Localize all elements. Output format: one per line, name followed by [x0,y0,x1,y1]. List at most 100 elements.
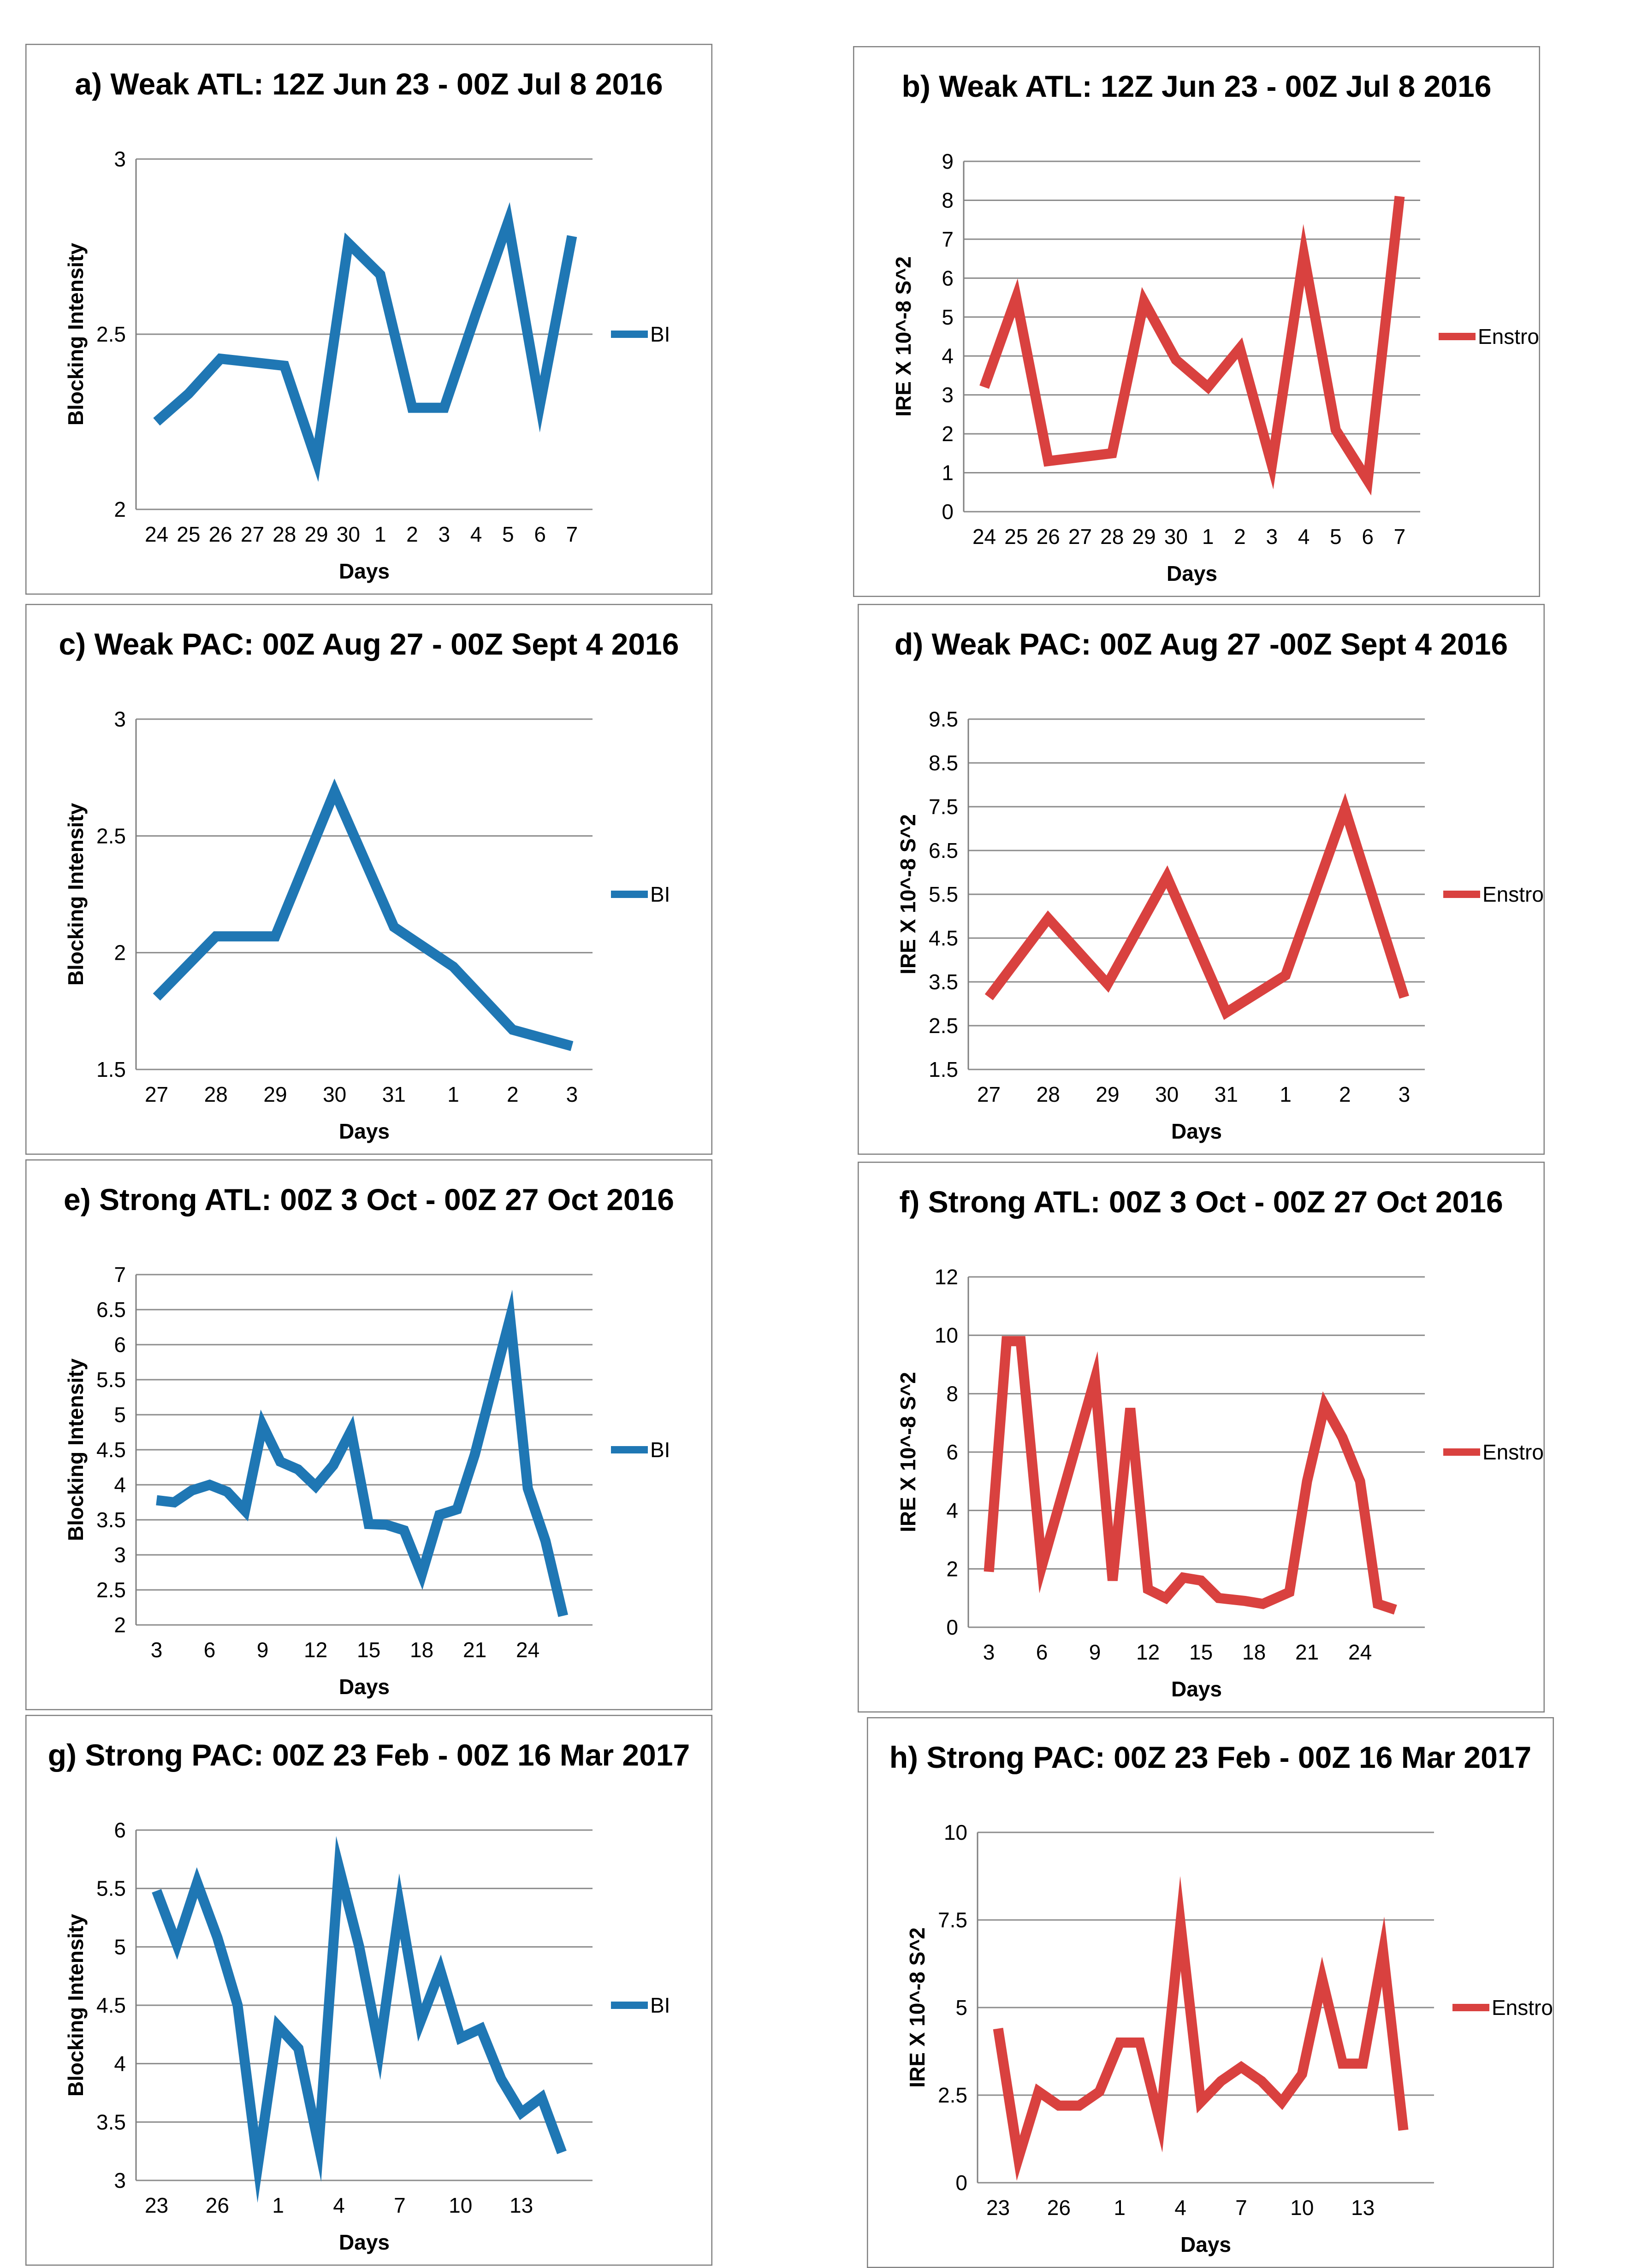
x-tick-label: 27 [1068,525,1092,549]
y-tick-label: 5.5 [96,1877,126,1901]
x-tick-label: 7 [1235,2196,1247,2220]
y-tick-label: 0 [942,500,954,524]
x-tick-label: 24 [972,525,996,549]
x-tick-label: 29 [1132,525,1156,549]
y-tick-label: 2.5 [96,322,126,346]
x-tick-label: 24 [145,522,168,546]
y-tick-label: 8 [942,188,954,212]
chart-title: b) Weak ATL: 12Z Jun 23 - 00Z Jul 8 2016 [902,69,1492,103]
x-tick-label: 24 [516,1638,539,1662]
panel-border [858,1162,1545,1713]
series-line-enstrophy [984,1336,1397,1615]
y-tick-label: 7 [942,227,954,251]
chart-panel-e: e) Strong ATL: 00Z 3 Oct - 00Z 27 Oct 20… [25,1159,712,1710]
y-tick-label: 2 [942,422,954,446]
x-tick-label: 29 [304,522,328,546]
chart-title: f) Strong ATL: 00Z 3 Oct - 00Z 27 Oct 20… [899,1185,1503,1219]
x-tick-label: 10 [449,2193,472,2217]
y-tick-label: 3 [114,707,126,731]
chart-h: h) Strong PAC: 00Z 23 Feb - 00Z 16 Mar 2… [867,1717,1554,2268]
y-tick-label: 1.5 [96,1057,126,1081]
series-line-bi [152,1836,567,2203]
legend-label: BI [650,1438,670,1462]
x-tick-label: 1 [1202,525,1214,549]
y-tick-label: 4.5 [929,926,958,950]
chart-b: b) Weak ATL: 12Z Jun 23 - 00Z Jul 8 2016… [853,46,1540,597]
y-tick-label: 2.5 [96,1578,126,1602]
legend-label: Enstrophy [1482,1440,1545,1464]
x-tick-label: 21 [1295,1640,1319,1664]
y-tick-label: 7.5 [938,1908,967,1932]
x-tick-label: 18 [410,1638,433,1662]
x-tick-label: 1 [1114,2196,1126,2220]
chart-d: d) Weak PAC: 00Z Aug 27 -00Z Sept 4 2016… [858,604,1545,1155]
y-tick-label: 6 [942,266,954,290]
series-line-enstrophy [993,1876,1409,2181]
x-tick-label: 6 [1036,1640,1048,1664]
x-tick-label: 2 [1234,525,1246,549]
x-tick-label: 27 [977,1082,1001,1106]
chart-f: f) Strong ATL: 00Z 3 Oct - 00Z 27 Oct 20… [858,1162,1545,1713]
y-tick-label: 5 [114,1403,126,1427]
x-tick-label: 1 [374,522,386,546]
y-axis-title: IRE X 10^-8 S^2 [905,1927,929,2088]
y-tick-label: 2.5 [938,2083,967,2107]
x-tick-label: 21 [463,1638,486,1662]
x-tick-label: 1 [1280,1082,1292,1106]
x-tick-label: 30 [1155,1082,1179,1106]
y-axis-title: IRE X 10^-8 S^2 [896,814,920,975]
y-tick-label: 2.5 [929,1014,958,1038]
x-tick-label: 6 [1362,525,1374,549]
panel-border [25,1159,712,1710]
y-tick-label: 3.5 [96,2110,126,2134]
x-tick-label: 28 [1037,1082,1060,1106]
y-tick-label: 6.5 [929,839,958,862]
chart-title: h) Strong PAC: 00Z 23 Feb - 00Z 16 Mar 2… [889,1740,1532,1774]
series-line-enstrophy [984,793,1409,1020]
x-tick-label: 28 [273,522,296,546]
y-tick-label: 12 [935,1265,958,1289]
y-tick-label: 2 [114,941,126,965]
x-tick-label: 6 [534,522,546,546]
x-tick-label: 4 [333,2193,345,2217]
x-tick-label: 26 [206,2193,229,2217]
y-tick-label: 0 [946,1615,958,1639]
chart-title: d) Weak PAC: 00Z Aug 27 -00Z Sept 4 2016 [895,627,1508,661]
y-tick-label: 5 [955,1996,967,2020]
x-tick-label: 7 [566,522,578,546]
panel-border [853,46,1540,597]
y-tick-label: 3 [114,147,126,171]
x-tick-label: 27 [241,522,264,546]
x-tick-label: 31 [1215,1082,1238,1106]
y-tick-label: 4 [942,344,954,368]
x-tick-label: 27 [145,1082,168,1106]
x-tick-label: 12 [1136,1640,1160,1664]
legend-label: BI [650,1993,670,2017]
chart-e: e) Strong ATL: 00Z 3 Oct - 00Z 27 Oct 20… [25,1159,712,1710]
y-axis-title: Blocking Intensity [64,1914,88,2097]
x-tick-label: 3 [1266,525,1278,549]
chart-title: a) Weak ATL: 12Z Jun 23 - 00Z Jul 8 2016 [75,67,663,101]
series-line-bi [153,202,577,482]
x-axis-title: Days [1171,1677,1222,1701]
x-tick-label: 3 [1399,1082,1411,1106]
chart-panel-d: d) Weak PAC: 00Z Aug 27 -00Z Sept 4 2016… [858,604,1545,1155]
x-tick-label: 2 [406,522,418,546]
legend-label: Enstrophy [1492,1996,1554,2020]
x-tick-label: 28 [1100,525,1124,549]
x-tick-label: 26 [209,522,232,546]
y-tick-label: 8.5 [929,751,958,775]
x-tick-label: 3 [438,522,450,546]
chart-title: g) Strong PAC: 00Z 23 Feb - 00Z 16 Mar 2… [48,1738,690,1772]
chart-title: c) Weak PAC: 00Z Aug 27 - 00Z Sept 4 201… [59,627,679,661]
y-tick-label: 1.5 [929,1057,958,1081]
x-tick-label: 9 [1089,1640,1101,1664]
y-tick-label: 4 [946,1499,958,1523]
legend-label: Enstrophy [1478,325,1540,348]
chart-g: g) Strong PAC: 00Z 23 Feb - 00Z 16 Mar 2… [25,1715,712,2266]
chart-panel-a: a) Weak ATL: 12Z Jun 23 - 00Z Jul 8 2016… [25,44,712,595]
x-tick-label: 1 [272,2193,284,2217]
x-tick-label: 4 [1174,2196,1186,2220]
x-tick-label: 31 [382,1082,406,1106]
x-tick-label: 15 [357,1638,380,1662]
